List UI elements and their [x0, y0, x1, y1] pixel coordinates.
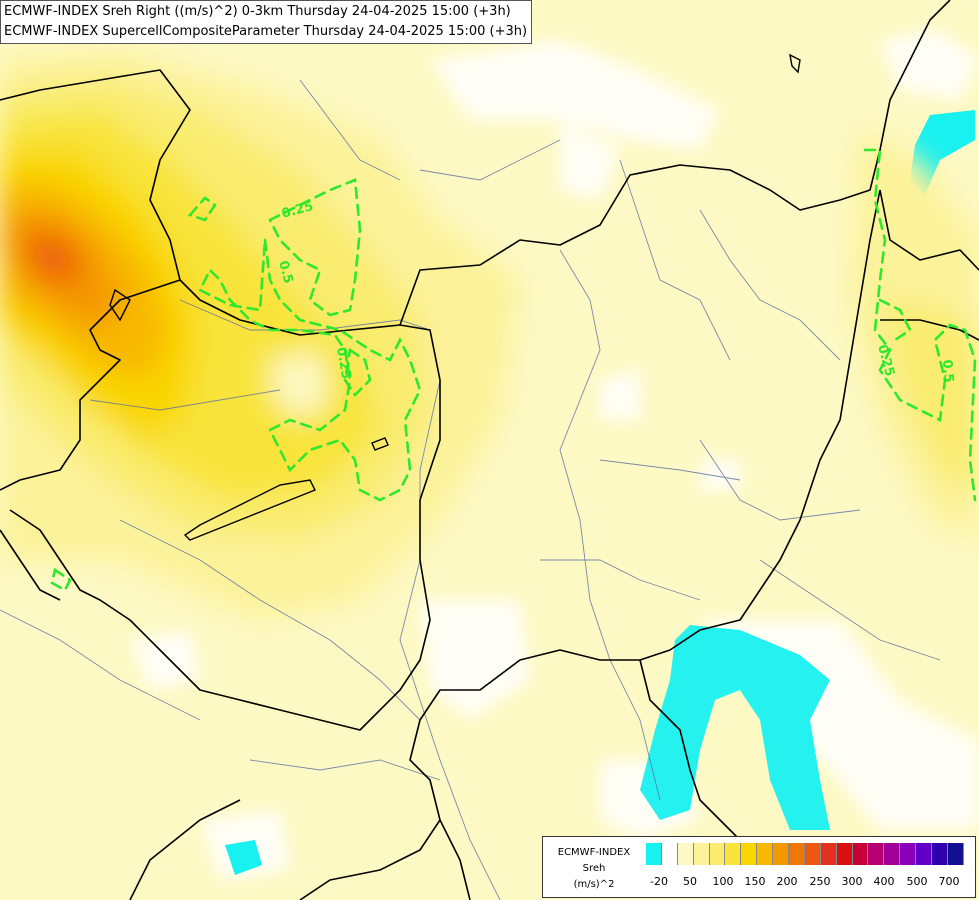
- legend-swatch: [820, 843, 837, 865]
- legend-model: ECMWF-INDEX: [557, 847, 631, 858]
- legend-swatches: [646, 843, 964, 865]
- legend-swatch: [661, 843, 678, 865]
- legend-tick-label: 250: [809, 875, 831, 888]
- legend-tick-label: 200: [776, 875, 798, 888]
- legend-swatch: [900, 843, 917, 865]
- legend-swatch: [836, 843, 853, 865]
- map-title: ECMWF-INDEX Sreh Right ((m/s)^2) 0-3km T…: [4, 4, 511, 19]
- rivers: [0, 79, 941, 900]
- legend-swatch: [868, 843, 885, 865]
- legend-tick-label: -20: [650, 875, 668, 888]
- legend-swatch: [646, 843, 662, 865]
- contour-label: 0.5: [275, 259, 295, 285]
- legend-ticks: -20 50 100 150 200 250 300 400 500 700: [646, 875, 966, 889]
- legend-tick-label: 150: [744, 875, 766, 888]
- legend-parameter: Sreh: [582, 863, 606, 874]
- scp-contours: [50, 148, 977, 592]
- legend-tick-label: 700: [938, 875, 960, 888]
- legend-swatch: [773, 843, 790, 865]
- contour-label: 0.5: [939, 359, 956, 383]
- lakes: [109, 53, 801, 541]
- contour-label: 0.25: [333, 346, 353, 380]
- legend-swatch: [916, 843, 933, 865]
- legend-swatch: [757, 843, 774, 865]
- legend-swatch: [804, 843, 821, 865]
- legend-swatch: [693, 843, 710, 865]
- legend-tick-label: 100: [712, 875, 734, 888]
- legend-unit: (m/s)^2: [573, 879, 615, 890]
- helicity-field: [0, 50, 979, 620]
- legend-swatch: [884, 843, 901, 865]
- legend-tick-label: 300: [841, 875, 863, 888]
- legend-swatch: [932, 843, 948, 865]
- legend-swatch: [789, 843, 805, 865]
- legend-swatch: [852, 843, 869, 865]
- color-legend: ECMWF-INDEX Sreh (m/s)^2 -20 50 100 150 200 2…: [542, 836, 976, 898]
- legend-swatch: [741, 843, 758, 865]
- legend-tick-label: 500: [906, 875, 928, 888]
- legend-tick-label: 400: [873, 875, 895, 888]
- map-title-box: ECMWF-INDEX Sreh Right ((m/s)^2) 0-3km T…: [0, 0, 533, 44]
- map-subtitle: ECMWF-INDEX SupercellCompositeParameter …: [4, 24, 528, 39]
- legend-swatch: [709, 843, 726, 865]
- legend-swatch: [947, 843, 964, 865]
- legend-swatch: [725, 843, 742, 865]
- low-helicity-areas: [130, 30, 979, 880]
- legend-swatch: [677, 843, 694, 865]
- legend-tick-label: 50: [683, 875, 697, 888]
